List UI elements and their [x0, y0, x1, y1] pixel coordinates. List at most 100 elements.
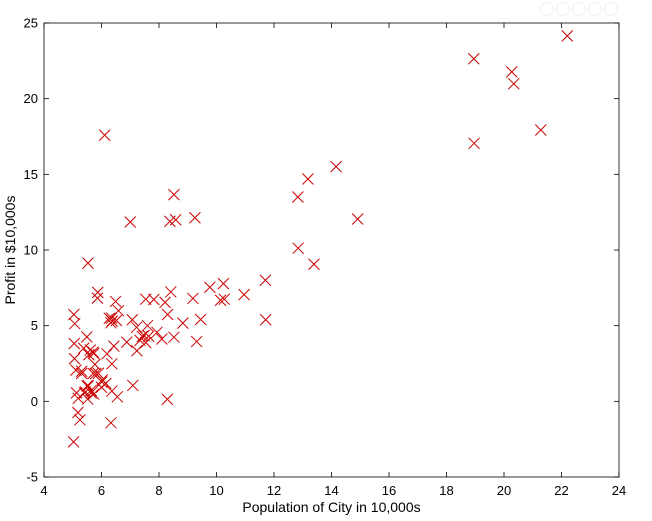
data-point-marker [259, 274, 272, 287]
data-point-marker [161, 393, 174, 406]
data-point-marker [91, 286, 104, 299]
zoom-in-icon [540, 2, 554, 16]
data-point-marker [126, 379, 139, 392]
data-point-marker [72, 392, 85, 405]
figure-toolbar [540, 2, 618, 16]
data-point-marker [75, 367, 88, 380]
data-points [67, 30, 574, 448]
data-point-marker [67, 436, 80, 448]
data-point-marker [161, 308, 174, 321]
data-point-marker [194, 313, 207, 326]
data-point-marker [142, 330, 155, 343]
x-axis: 4 6 8 10 12 14 16 18 20 22 24 [40, 23, 626, 498]
data-point-marker [507, 77, 520, 90]
data-point-marker [70, 364, 82, 377]
data-point-marker [292, 242, 305, 255]
data-point-marker [141, 319, 154, 332]
x-tick-label: 22 [554, 483, 568, 498]
data-point-marker [103, 312, 116, 325]
y-tick-label: 15 [24, 167, 38, 182]
x-tick-label: 14 [324, 483, 338, 498]
data-point-marker [108, 340, 120, 352]
data-point-marker [68, 352, 81, 365]
y-tick-label: 10 [24, 243, 38, 258]
data-point-marker [351, 213, 364, 225]
data-point-marker [77, 342, 90, 355]
data-point-marker [82, 348, 95, 361]
data-point-marker [238, 288, 250, 301]
data-point-marker [169, 213, 182, 226]
data-point-marker [164, 286, 177, 298]
x-tick-label: 18 [439, 483, 453, 498]
data-point-marker [84, 344, 97, 356]
data-point-marker [68, 317, 81, 330]
data-point-marker [156, 333, 168, 345]
data-point-marker [561, 30, 574, 42]
data-point-marker [91, 292, 104, 304]
data-point-marker [87, 367, 100, 380]
data-point-marker [308, 258, 320, 271]
data-point-marker [468, 137, 480, 150]
data-point-marker [105, 357, 118, 370]
data-point-marker [124, 216, 137, 228]
data-point-marker [98, 129, 111, 141]
data-point-marker [467, 52, 480, 65]
data-point-marker [204, 281, 216, 294]
data-point-marker [80, 331, 93, 343]
data-point-marker [168, 331, 180, 344]
data-point-marker [101, 347, 113, 360]
y-tick-label: 5 [31, 318, 38, 333]
x-tick-label: 4 [40, 483, 47, 498]
data-point-marker [68, 308, 80, 321]
data-point-marker [75, 365, 88, 378]
data-point-marker [168, 188, 180, 201]
data-point-marker [217, 277, 230, 290]
data-point-marker [109, 295, 122, 308]
data-point-marker [74, 413, 86, 426]
x-tick-label: 24 [612, 483, 626, 498]
home-icon [604, 2, 618, 16]
data-point-marker [82, 380, 95, 392]
x-axis-label: Population of City in 10,000s [242, 499, 420, 515]
data-point-marker [131, 344, 143, 357]
data-point-marker [105, 385, 118, 397]
data-point-marker [330, 160, 342, 173]
y-tick-label: 0 [31, 394, 38, 409]
x-tick-label: 8 [155, 483, 162, 498]
data-point-marker [190, 335, 203, 348]
plot-area-frame [43, 22, 620, 478]
y-tick-label: 20 [24, 91, 38, 106]
pan-icon [572, 2, 586, 16]
data-point-marker [72, 406, 84, 419]
data-point-marker [105, 416, 117, 429]
data-point-marker [87, 346, 100, 359]
data-point-marker [505, 66, 518, 78]
x-tick-label: 10 [209, 483, 223, 498]
data-point-marker [177, 317, 189, 329]
data-point-marker [92, 367, 105, 380]
data-point-marker [99, 377, 112, 390]
rotate-icon [588, 2, 602, 16]
data-point-marker [81, 393, 94, 405]
x-tick-label: 16 [382, 483, 396, 498]
x-tick-label: 12 [267, 483, 281, 498]
y-axis-label: Profit in $10,000s [2, 196, 18, 305]
y-tick-label: -5 [26, 470, 38, 485]
data-point-marker [136, 330, 149, 343]
data-point-marker [68, 337, 81, 350]
data-point-marker [82, 257, 94, 270]
data-point-marker [214, 294, 227, 307]
data-point-marker [130, 321, 143, 334]
data-point-marker [189, 211, 201, 224]
data-point-marker [218, 293, 231, 306]
zoom-out-icon [556, 2, 570, 16]
y-axis: -5 0 5 10 15 20 25 [24, 16, 619, 485]
data-point-marker [79, 386, 92, 398]
y-tick-label: 25 [24, 16, 38, 31]
x-tick-label: 20 [497, 483, 511, 498]
data-point-marker [120, 336, 133, 349]
data-point-marker [302, 173, 314, 185]
data-point-marker [87, 388, 100, 400]
data-point-marker [139, 336, 152, 349]
